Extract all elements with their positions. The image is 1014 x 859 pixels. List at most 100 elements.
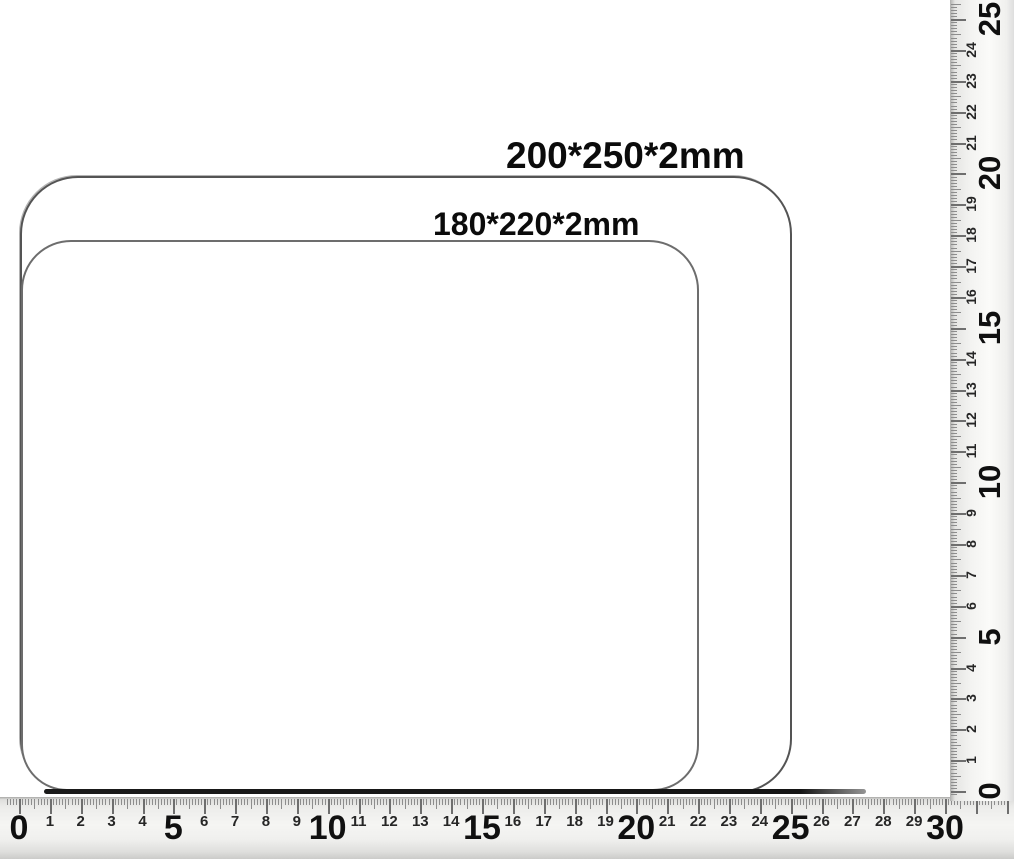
ruler-tick xyxy=(951,405,961,406)
ruler-tick xyxy=(951,151,957,153)
ruler-tick xyxy=(818,799,820,805)
ruler-number: 2 xyxy=(76,813,85,830)
ruler-tick xyxy=(775,799,777,809)
ruler-tick xyxy=(904,799,906,805)
ruler-tick xyxy=(667,799,670,814)
ruler-tick xyxy=(951,349,957,351)
ruler-tick xyxy=(941,799,943,805)
ruler-tick xyxy=(951,90,957,91)
ruler-tick xyxy=(380,799,382,805)
ruler-tick xyxy=(951,479,957,481)
ruler-tick xyxy=(951,726,957,728)
ruler-tick xyxy=(951,482,966,485)
ruler-tick xyxy=(951,99,957,101)
ruler-tick xyxy=(954,799,956,805)
ruler-tick xyxy=(367,799,369,805)
ruler-tick xyxy=(364,799,366,805)
ruler-tick xyxy=(574,799,577,814)
ruler-tick xyxy=(707,799,709,805)
ruler-tick xyxy=(469,799,471,805)
ruler-tick xyxy=(951,318,957,320)
ruler-tick xyxy=(858,799,860,805)
ruler-tick xyxy=(512,799,515,814)
ruler-tick xyxy=(259,799,261,805)
ruler-tick xyxy=(423,799,425,805)
ruler-tick xyxy=(704,799,706,805)
ruler-tick xyxy=(86,799,88,805)
ruler-tick xyxy=(951,229,957,230)
ruler-number: 20 xyxy=(617,809,656,847)
ruler-tick xyxy=(951,503,957,505)
ruler-tick xyxy=(951,729,966,732)
ruler-tick xyxy=(951,658,957,660)
ruler-tick xyxy=(46,799,48,805)
ruler-number: 26 xyxy=(813,813,830,830)
ruler-tick xyxy=(951,15,957,17)
ruler-tick xyxy=(951,519,957,521)
ruler-tick xyxy=(951,636,966,639)
ruler-tick xyxy=(951,398,957,400)
ruler-tick xyxy=(225,799,227,805)
ruler-tick xyxy=(340,799,341,805)
ruler-number: 21 xyxy=(658,813,676,830)
ruler-tick xyxy=(951,732,957,734)
ruler-tick xyxy=(957,799,959,805)
ruler-number: 5 xyxy=(163,809,183,847)
ruler-tick xyxy=(22,799,24,805)
ruler-number: 13 xyxy=(411,813,429,830)
ruler-tick xyxy=(528,799,530,809)
ruler-tick xyxy=(846,799,848,805)
ruler-tick xyxy=(951,544,966,546)
ruler-tick xyxy=(1006,799,1009,814)
ruler-tick xyxy=(611,799,613,805)
ruler-tick xyxy=(605,799,608,814)
size-label-large: 200*250*2mm xyxy=(506,135,745,176)
ruler-tick xyxy=(735,799,737,805)
ruler-tick xyxy=(889,799,891,805)
ruler-tick xyxy=(685,799,687,805)
ruler-tick xyxy=(951,757,957,758)
ruler-tick xyxy=(951,633,957,635)
ruler-tick xyxy=(99,799,101,805)
ruler-tick xyxy=(951,182,957,184)
size-label-small: 180*220*2mm xyxy=(433,206,640,242)
ruler-tick xyxy=(951,392,957,394)
ruler-tick xyxy=(781,799,783,805)
ruler-tick xyxy=(509,799,511,805)
ruler-tick xyxy=(590,799,591,809)
ruler-tick xyxy=(478,799,480,805)
ruler-tick xyxy=(951,645,957,647)
ruler-tick xyxy=(281,799,283,809)
ruler-tick xyxy=(556,799,558,805)
ruler-tick xyxy=(951,124,957,125)
ruler-tick xyxy=(951,568,957,570)
ruler-tick xyxy=(852,799,855,814)
ruler-tick xyxy=(951,723,957,725)
ruler-tick xyxy=(951,442,957,444)
ruler-tick xyxy=(951,791,966,793)
ruler-tick xyxy=(80,799,83,814)
ruler-tick xyxy=(951,472,957,474)
ruler-tick xyxy=(161,799,162,805)
ruler-tick xyxy=(951,735,957,737)
ruler-tick xyxy=(951,522,957,524)
ruler-tick xyxy=(951,679,957,681)
ruler-tick xyxy=(951,605,966,608)
ruler-tick xyxy=(951,500,957,502)
ruler-tick xyxy=(951,56,957,58)
ruler-tick xyxy=(877,799,879,805)
ruler-tick xyxy=(219,799,221,809)
ruler-tick xyxy=(485,799,487,805)
ruler-tick xyxy=(571,799,573,805)
ruler-tick xyxy=(750,799,752,805)
ruler-tick xyxy=(28,799,30,805)
ruler-tick xyxy=(587,799,588,805)
ruler-tick xyxy=(617,799,619,805)
ruler-tick xyxy=(253,799,255,805)
ruler-tick xyxy=(377,799,379,805)
ruler-tick xyxy=(123,799,125,805)
ruler-tick xyxy=(994,799,996,805)
ruler-tick xyxy=(951,432,957,434)
ruler-tick xyxy=(951,772,957,774)
ruler-tick xyxy=(951,571,957,573)
